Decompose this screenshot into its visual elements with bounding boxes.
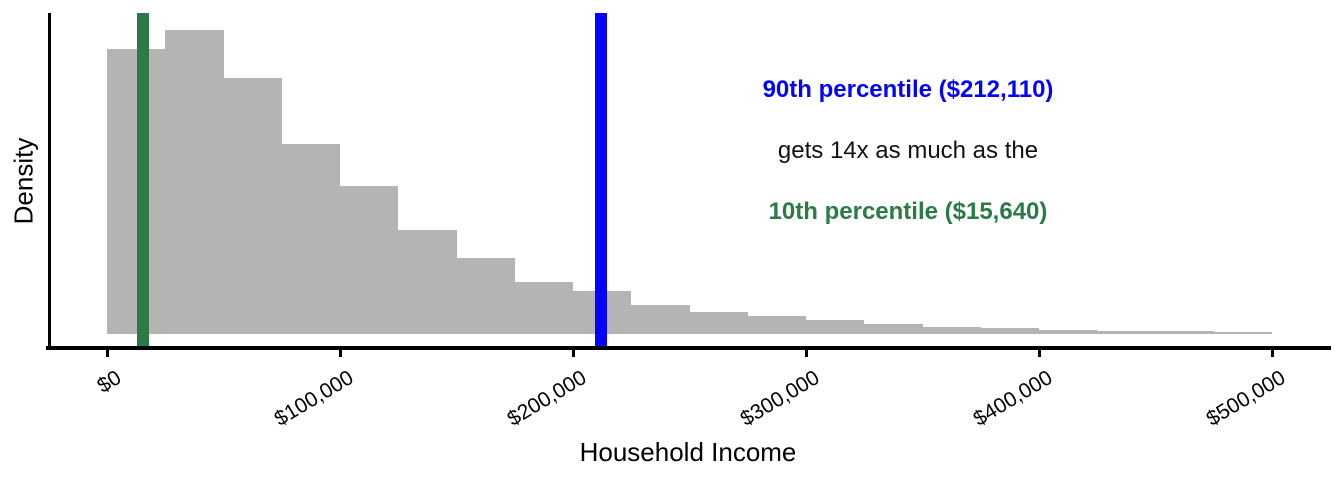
percentile-line-90th [595,13,607,347]
histogram-bar [165,30,224,334]
x-axis-line [46,346,1331,350]
y-axis-line [48,13,51,350]
histogram-bar [282,144,340,334]
y-axis-title: Density [8,137,39,225]
x-tick-label: $500,000 [1202,366,1290,431]
histogram-bar [748,316,806,334]
x-tick [1038,350,1041,357]
histogram-bar [1097,331,1156,334]
percentile-line-10th [137,13,149,347]
histogram-bar [864,324,923,334]
histogram-bar [340,186,398,334]
histogram-bar [923,327,981,334]
annotation-line-90th: 90th percentile ($212,110) [762,76,1054,103]
x-tick [805,350,808,357]
x-tick [572,350,575,357]
histogram-bar [457,258,515,334]
histogram-bar [224,78,282,334]
annotation-line-10th: 10th percentile ($15,640) [768,198,1048,225]
x-tick-label: $100,000 [270,366,358,431]
histogram-bar [806,320,864,334]
histogram-bar [1156,331,1214,334]
histogram-bar [1039,330,1097,334]
x-tick-label: $0 [92,366,125,398]
x-tick [1271,350,1274,357]
x-tick-label: $200,000 [503,366,591,431]
annotation-line-middle: gets 14x as much as the [777,137,1039,164]
histogram-bar [515,282,573,334]
histogram-bar [690,312,748,334]
histogram-bar [398,230,457,334]
x-tick [339,350,342,357]
histogram-bar [981,328,1039,334]
histogram-bar [107,49,165,334]
x-tick-label: $400,000 [969,366,1057,431]
x-axis-title: Household Income [579,437,797,467]
histogram-bar [631,305,690,334]
x-tick [106,350,109,357]
x-tick-label: $300,000 [736,366,824,431]
annotation-block: 90th percentile ($212,110) gets 14x as m… [763,74,1054,257]
histogram-bar [1214,332,1272,334]
